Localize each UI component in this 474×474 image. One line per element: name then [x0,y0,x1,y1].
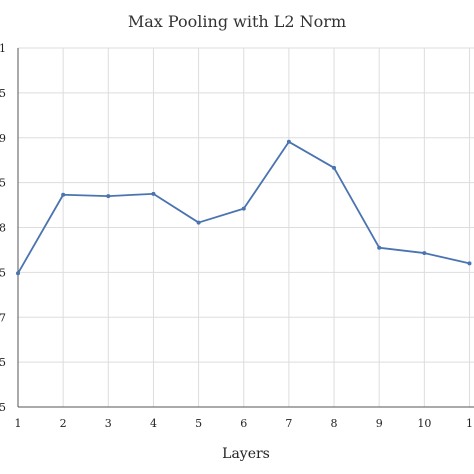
y-tick-label-6: 5 [0,266,6,279]
x-tick-label-3: 3 [105,417,112,430]
axes [17,48,474,408]
data-point-2 [61,192,66,197]
y-tick-label-5: 8 [0,222,6,235]
grid-lines [17,47,474,408]
x-tick-label-10: 10 [417,417,431,430]
x-tick-label-7: 7 [285,417,292,430]
data-point-9 [377,245,382,250]
data-point-10 [422,251,427,256]
x-tick-label-2: 2 [60,417,67,430]
y-tick-label-8: 5 [0,356,6,369]
data-point-3 [106,194,111,199]
x-tick-label-5: 5 [195,417,202,430]
data-point-11 [467,261,472,266]
x-tick-label-1: 1 [15,417,22,430]
x-tick-label-6: 6 [240,417,247,430]
y-tick-label-7: 7 [0,311,6,324]
x-tick-label-9: 9 [376,417,383,430]
y-tick-label-2: 5 [0,87,6,100]
chart-title: Max Pooling with L2 Norm [128,12,346,31]
data-point-4 [151,191,156,196]
x-tick-label-11: 1 [466,417,473,430]
y-tick-label-4: 5 [0,177,6,190]
data-point-1 [16,271,20,276]
y-tick-label-3: 9 [0,132,6,145]
x-axis-label: Layers [222,446,270,462]
series-lines [16,139,472,276]
data-point-8 [332,165,337,170]
data-point-5 [196,220,201,225]
y-tick-label-9: 5 [0,401,6,414]
data-point-6 [241,206,246,211]
x-tick-label-8: 8 [331,417,338,430]
y-tick-label-1: 1 [0,42,6,55]
x-tick-label-4: 4 [150,417,157,430]
data-point-7 [286,139,291,144]
